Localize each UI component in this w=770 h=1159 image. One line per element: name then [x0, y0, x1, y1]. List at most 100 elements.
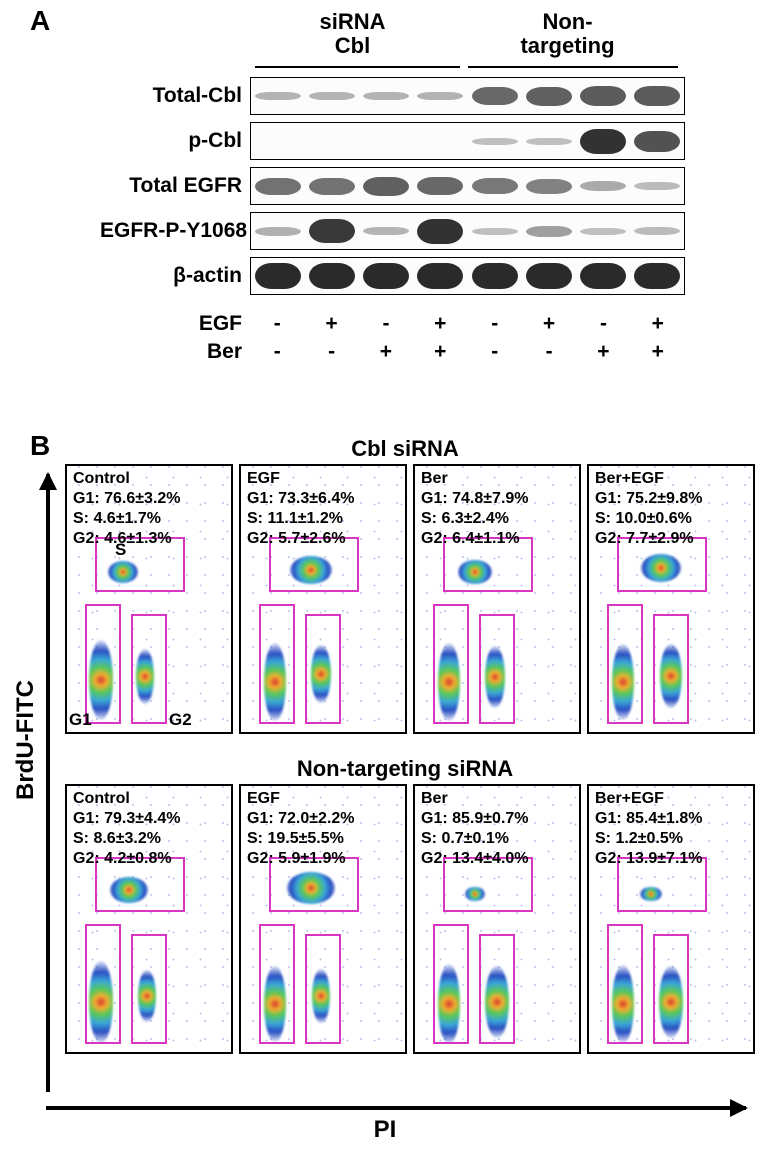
blot-row: Total-Cbl — [100, 75, 685, 117]
blot-band — [472, 87, 518, 105]
plot-s: 1.2±0.5% — [615, 830, 683, 847]
blot-lane — [576, 78, 630, 114]
blot-band — [363, 227, 409, 235]
plot-g1: 85.9±0.7% — [452, 810, 528, 827]
blot-lane — [522, 258, 576, 294]
blot-band — [417, 219, 463, 244]
gate-g1 — [85, 924, 121, 1044]
plot-g1: 73.3±6.4% — [278, 490, 354, 507]
blot-band — [472, 228, 518, 235]
plot-g2: 7.7±2.9% — [626, 530, 694, 547]
plot-condition: Control — [73, 470, 130, 487]
blot-band — [526, 87, 572, 106]
panel-b-letter: B — [30, 430, 50, 462]
blot-lane — [251, 123, 305, 159]
gate-tag-g2: G2 — [169, 710, 192, 730]
blot-band — [255, 178, 301, 195]
treatment-cell: - — [468, 340, 522, 364]
blot-band — [634, 227, 680, 235]
plot-g2: 13.9±7.1% — [626, 850, 702, 867]
plot-g1: 76.6±3.2% — [104, 490, 180, 507]
blot-lane — [359, 258, 413, 294]
plot-condition: EGF — [247, 470, 280, 487]
blot-lane — [305, 78, 359, 114]
blot-lane — [630, 213, 684, 249]
blot-strip — [250, 77, 685, 115]
group-label-1-text: Non-targeting — [520, 9, 614, 58]
blot-lane — [576, 213, 630, 249]
group-label-1: Non-targeting — [460, 10, 675, 58]
plot-header: BerG1: 74.8±7.9%S: 6.3±2.4%G2: 6.4±1.1% — [421, 469, 529, 549]
gate-g1 — [85, 604, 121, 724]
blot-row: β-actin — [100, 255, 685, 297]
treatment-cell: - — [576, 312, 630, 336]
plot-s: 19.5±5.5% — [267, 830, 343, 847]
blot-lane — [630, 258, 684, 294]
plot-s: 6.3±2.4% — [441, 510, 509, 527]
blot-band — [363, 263, 409, 289]
blot-lane — [251, 168, 305, 204]
treatment-rows: EGF-+-+-+-+Ber--++--++ — [100, 310, 685, 366]
blot-lane — [359, 123, 413, 159]
y-axis-label: BrdU-FITC — [12, 680, 40, 800]
blot-strip — [250, 257, 685, 295]
plot-header: ControlG1: 79.3±4.4%S: 8.6±3.2%G2: 4.2±0… — [73, 789, 181, 869]
gate-g1 — [259, 924, 295, 1044]
plot-g2: 5.9±1.9% — [278, 850, 346, 867]
gate-g2 — [305, 614, 341, 724]
treatment-row: EGF-+-+-+-+ — [100, 310, 685, 338]
gate-g1 — [607, 604, 643, 724]
blot-band — [363, 177, 409, 196]
treatment-cell: + — [413, 340, 467, 364]
panel-a: A siRNACbl Non-targeting Total-Cblp-CblT… — [0, 0, 770, 420]
plot-g1: 85.4±1.8% — [626, 810, 702, 827]
blot-band — [363, 92, 409, 101]
gate-tag-g1: G1 — [69, 710, 92, 730]
treatment-cell: + — [522, 312, 576, 336]
plot-condition: EGF — [247, 790, 280, 807]
blot-lane — [413, 213, 467, 249]
blot-lane — [305, 168, 359, 204]
treatment-cell: + — [359, 340, 413, 364]
plot-condition: Control — [73, 790, 130, 807]
treatment-cell: + — [304, 312, 358, 336]
blot-band — [472, 138, 518, 145]
group-label-0: siRNACbl — [245, 10, 460, 58]
blot-lane — [305, 213, 359, 249]
blot-lane — [576, 123, 630, 159]
plot-header: EGFG1: 73.3±6.4%S: 11.1±1.2%G2: 5.7±2.6% — [247, 469, 355, 549]
blot-band — [580, 263, 626, 289]
plot-s: 0.7±0.1% — [441, 830, 509, 847]
row-title-0: Cbl siRNA — [65, 436, 745, 462]
group-rule-1 — [468, 66, 678, 68]
facs-plot: ControlG1: 76.6±3.2%S: 4.6±1.7%G2: 4.6±1… — [65, 464, 233, 734]
plot-condition: Ber+EGF — [595, 470, 664, 487]
blot-area: Total-Cblp-CblTotal EGFREGFR-P-Y1068β-ac… — [100, 75, 685, 300]
blot-band — [309, 92, 355, 100]
gate-g1 — [259, 604, 295, 724]
gate-g1 — [433, 924, 469, 1044]
gate-g1 — [433, 604, 469, 724]
blot-label: β-actin — [100, 264, 250, 288]
facs-plot: Ber+EGFG1: 75.2±9.8%S: 10.0±0.6%G2: 7.7±… — [587, 464, 755, 734]
facs-plot: ControlG1: 79.3±4.4%S: 8.6±3.2%G2: 4.2±0… — [65, 784, 233, 1054]
blot-label: EGFR-P-Y1068 — [100, 219, 250, 243]
facs-row-1: ControlG1: 79.3±4.4%S: 8.6±3.2%G2: 4.2±0… — [65, 784, 755, 1054]
blot-band — [309, 219, 355, 243]
blot-band — [634, 263, 680, 289]
treatment-label: Ber — [100, 340, 250, 364]
plot-g1: 72.0±2.2% — [278, 810, 354, 827]
blot-band — [472, 263, 518, 289]
gate-g2 — [479, 614, 515, 724]
blot-lane — [413, 78, 467, 114]
gate-g2 — [131, 934, 167, 1044]
blot-row: p-Cbl — [100, 120, 685, 162]
blot-band — [526, 179, 572, 194]
plot-condition: Ber — [421, 470, 448, 487]
facs-row-0: ControlG1: 76.6±3.2%S: 4.6±1.7%G2: 4.6±1… — [65, 464, 755, 734]
treatment-cell: + — [413, 312, 467, 336]
blot-lane — [251, 213, 305, 249]
plot-g2: 4.6±1.3% — [104, 530, 172, 547]
plot-condition: Ber — [421, 790, 448, 807]
plot-s: 11.1±1.2% — [267, 510, 343, 527]
